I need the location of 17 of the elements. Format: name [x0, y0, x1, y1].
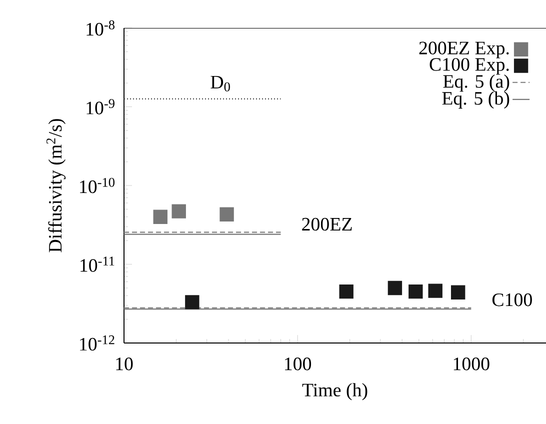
legend-label: Eq. 5 (a): [443, 74, 510, 92]
y-tick-label: 10$^{-12}$: [80, 335, 114, 351]
annotation: C100: [492, 293, 532, 306]
y-tick-label: 10$^{-10}$: [80, 178, 114, 194]
x-axis-title: Time (h): [302, 383, 368, 400]
y-tick-label: 10$^{-9}$: [86, 99, 114, 114]
y-tick-label: 10$^{-11}$: [80, 256, 114, 272]
y-tick-label: 10$^{-8}$: [86, 20, 114, 36]
x-tick-label: 10: [116, 358, 133, 370]
x-tick-label: 100: [285, 358, 312, 370]
legend-label: Eq. 5 (b): [442, 91, 510, 109]
annotation: D$_{0}$: [210, 76, 230, 92]
annotation: 200EZ: [302, 218, 352, 231]
x-tick-label: 1000: [454, 358, 490, 370]
legend-label: 200EZ Exp.: [419, 42, 509, 58]
y-axis-title: Diffusivity (m$^{2}$/s): [46, 119, 66, 252]
legend-label: C100 Exp.: [430, 58, 509, 75]
